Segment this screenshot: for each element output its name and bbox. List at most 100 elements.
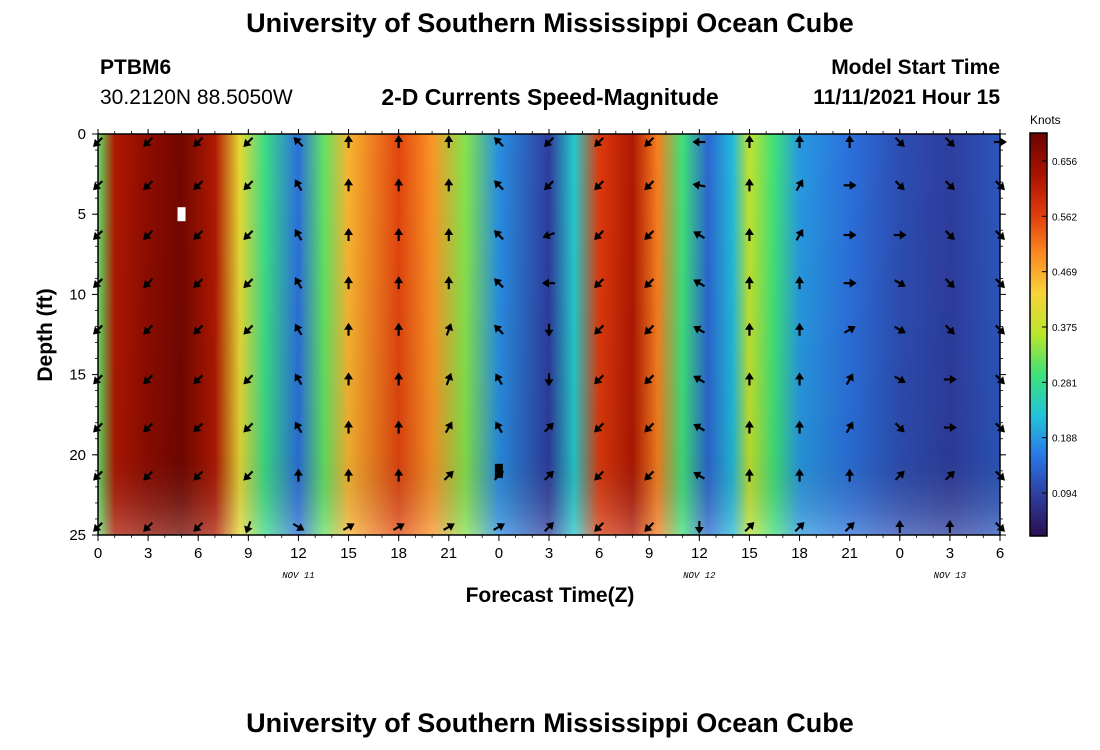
date-label: NOV 11 [282,571,314,581]
current-arrow [544,180,555,191]
arrow-head [845,468,855,476]
arrow-head [293,137,302,146]
current-arrow [644,230,655,241]
current-arrow [994,521,1005,532]
arrow-head [594,182,603,191]
current-arrow [944,278,955,289]
x-tick-label: 18 [791,545,808,562]
arrow-head [744,276,754,284]
current-arrow [594,470,605,481]
arrow-head [143,472,152,481]
arrow-head [693,423,702,432]
arrow-head [346,523,355,531]
arrow-head [445,470,454,479]
current-arrow [693,423,706,432]
current-arrow [344,228,354,242]
arrow-head [845,421,854,430]
current-arrow [644,324,655,335]
current-arrow [944,230,955,241]
arrow-head [394,135,404,143]
current-arrow [594,278,605,289]
arrow-head [744,322,754,330]
arrow-head [344,135,354,143]
colorbar-tick-label: 0.375 [1052,323,1077,334]
current-arrow [944,136,955,147]
arrow-head [949,423,957,433]
current-arrow [744,135,754,149]
arrow-head [744,228,754,236]
current-arrow [293,468,303,482]
current-arrow [344,322,354,336]
current-arrow [692,180,706,190]
current-arrow [744,322,754,336]
arrow-head [594,376,603,385]
current-arrow [93,422,104,433]
arrow-head [644,376,653,385]
date-label: NOV 13 [934,571,967,581]
current-arrow [943,423,957,433]
arrow-head [444,421,453,430]
current-arrow [692,137,706,147]
arrow-head [493,278,503,287]
current-arrow [493,278,504,289]
arrow-head [394,420,404,428]
arrow-head [93,326,102,335]
arrow-head [644,523,653,532]
current-arrow [594,324,605,335]
current-arrow [143,470,154,481]
arrow-head [396,523,405,531]
current-arrow [344,178,354,192]
current-arrow [143,136,154,147]
current-arrow [394,420,404,434]
arrow-head [594,279,603,289]
current-arrow [193,521,204,532]
arrow-head [243,424,252,433]
arrow-head [243,279,252,289]
arrow-head [746,522,755,531]
arrow-head [544,182,553,191]
current-arrow [344,420,354,434]
current-arrow [493,180,504,191]
marker-black [494,463,503,478]
current-arrow [795,322,805,336]
current-arrow [894,279,906,288]
current-arrow [644,180,655,191]
current-arrow [243,374,254,385]
current-arrow [243,180,254,191]
arrow-head [594,523,603,532]
arrow-head [996,424,1005,433]
current-arrow [744,228,754,242]
arrow-head [495,470,504,479]
arrow-head [244,525,253,534]
current-arrow [444,228,454,242]
arrow-head [897,325,906,334]
arrow-head [744,468,754,476]
arrow-head [594,424,603,433]
arrow-head [545,470,554,479]
arrow-head [845,135,855,143]
current-arrow [844,522,855,533]
y-tick-label: 10 [69,286,86,303]
x-tick-label: 21 [440,545,457,562]
current-arrow [594,521,605,532]
arrow-head [849,180,857,190]
arrow-head [143,326,152,335]
current-arrow [394,135,404,149]
current-arrow [493,470,504,481]
current-arrow [443,523,455,531]
chart-title: University of Southern Mississippi Ocean… [246,8,854,38]
arrow-head [544,379,554,387]
colorbar-tick-label: 0.656 [1052,157,1077,168]
arrow-head [693,325,702,334]
current-arrow [344,468,354,482]
arrow-head [243,138,252,147]
arrow-head [143,376,152,385]
arrow-head [594,138,603,147]
current-arrow [392,523,405,531]
arrow-head [243,182,252,191]
current-arrow [193,278,204,289]
current-arrow [143,521,154,532]
current-arrow [93,230,104,241]
arrow-head [344,372,354,380]
current-arrow [344,372,354,386]
